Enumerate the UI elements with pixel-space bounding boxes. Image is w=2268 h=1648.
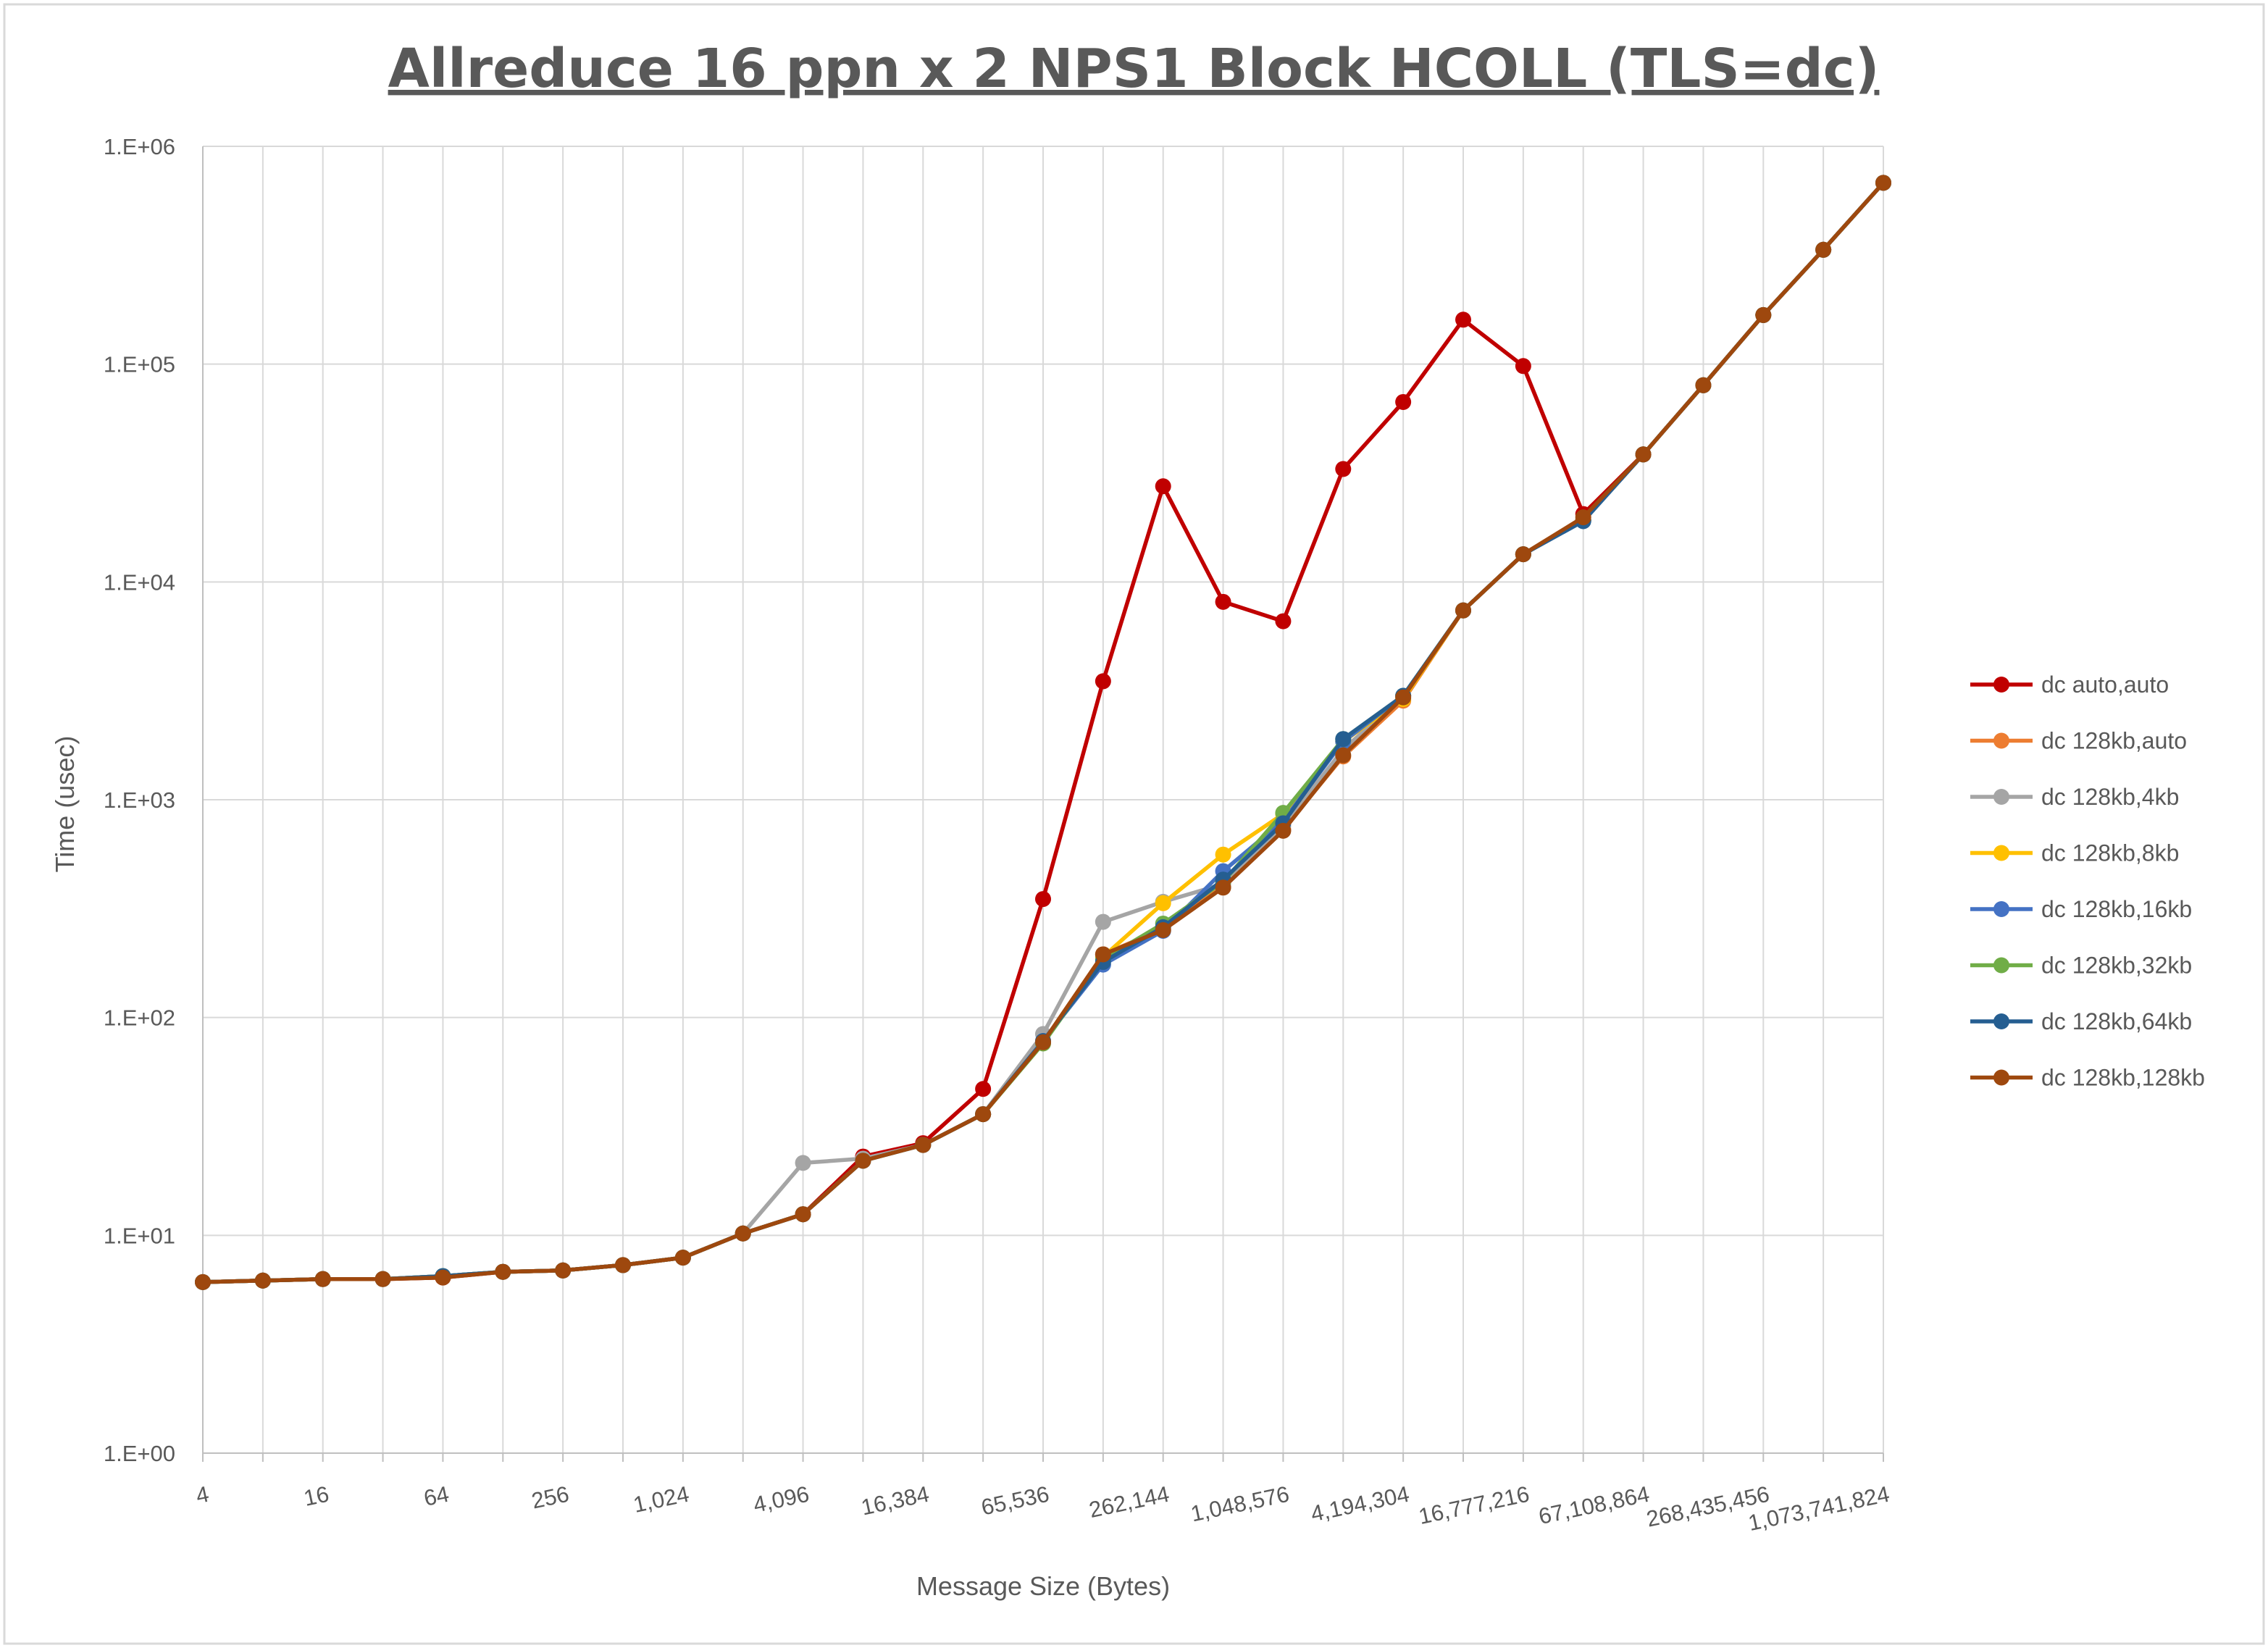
legend-marker: [1993, 677, 2009, 693]
data-point: [1035, 891, 1051, 908]
data-point: [855, 1153, 871, 1169]
data-point: [795, 1206, 811, 1223]
data-point: [795, 1155, 811, 1171]
data-point: [1695, 377, 1712, 393]
data-point: [1215, 846, 1231, 863]
data-point: [1515, 358, 1531, 375]
data-point: [1515, 546, 1531, 563]
legend-item: dc 128kb,auto: [1970, 728, 2187, 754]
x-tick-label: 16: [301, 1481, 331, 1511]
chart-title: Allreduce 16 ppn x 2 NPS1 Block HCOLL (T…: [388, 38, 1880, 100]
data-point: [1335, 731, 1352, 748]
data-point: [1095, 673, 1111, 690]
data-point: [1815, 241, 1832, 258]
data-point: [1455, 311, 1471, 328]
data-point: [1395, 393, 1412, 410]
data-point: [615, 1257, 631, 1273]
y-tick-label: 1.E+02: [104, 1005, 175, 1031]
legend-marker: [1993, 957, 2009, 974]
legend-item: dc 128kb,32kb: [1970, 953, 2192, 979]
data-point: [1155, 921, 1171, 938]
data-point: [495, 1263, 511, 1280]
legend-label: dc 128kb,auto: [2041, 728, 2187, 754]
series-dc-128kb-128kb: [195, 175, 1891, 1290]
data-point: [1755, 306, 1772, 323]
legend-marker: [1993, 1069, 2009, 1086]
y-tick-label: 1.E+04: [104, 569, 175, 595]
y-tick-label: 1.E+05: [104, 352, 175, 377]
data-point: [1215, 879, 1231, 896]
legend-marker: [1993, 789, 2009, 805]
x-tick-label: 64: [422, 1481, 451, 1511]
data-point: [1275, 613, 1292, 629]
data-point: [1095, 913, 1111, 930]
data-point: [1275, 822, 1292, 839]
data-point: [435, 1269, 451, 1286]
legend: dc auto,auto dc 128kb,auto dc 128kb,4kb dc …: [1970, 672, 2205, 1091]
data-point: [1395, 689, 1412, 706]
data-point: [674, 1250, 691, 1266]
legend-marker: [1993, 845, 2009, 861]
legend-label: dc auto,auto: [2041, 672, 2169, 698]
x-axis-label: Message Size (Bytes): [916, 1571, 1170, 1601]
y-tick-label: 1.E+06: [104, 134, 175, 159]
legend-label: dc 128kb,16kb: [2041, 896, 2192, 922]
data-point: [374, 1271, 391, 1287]
legend-item: dc 128kb,16kb: [1970, 896, 2192, 922]
y-tick-label: 1.E+00: [104, 1441, 175, 1466]
legend-label: dc 128kb,4kb: [2041, 784, 2179, 810]
legend-marker: [1993, 1013, 2009, 1029]
data-point: [1575, 509, 1591, 526]
legend-item: dc auto,auto: [1970, 672, 2169, 698]
legend-label: dc 128kb,32kb: [2041, 953, 2192, 979]
legend-marker: [1993, 732, 2009, 749]
y-tick-label: 1.E+03: [104, 787, 175, 813]
data-point: [975, 1106, 992, 1123]
chart-border: [3, 3, 2265, 1645]
data-point: [314, 1271, 331, 1287]
grid-lines: [202, 146, 1884, 1454]
legend-label: dc 128kb,128kb: [2041, 1065, 2205, 1091]
data-point: [1335, 461, 1352, 477]
data-point: [254, 1272, 271, 1289]
data-point: [1035, 1034, 1051, 1050]
legend-item: dc 128kb,64kb: [1970, 1008, 2192, 1034]
data-point: [1095, 946, 1111, 963]
y-tick-label: 1.E+01: [104, 1223, 175, 1248]
legend-label: dc 128kb,8kb: [2041, 840, 2179, 866]
data-point: [975, 1081, 992, 1097]
data-point: [195, 1273, 211, 1290]
legend-item: dc 128kb,8kb: [1970, 840, 2179, 866]
y-axis-label: Time (usec): [50, 736, 80, 873]
legend-item: dc 128kb,4kb: [1970, 784, 2179, 810]
data-point: [915, 1137, 932, 1153]
data-point: [735, 1225, 751, 1242]
data-point: [1455, 602, 1471, 619]
data-point: [1215, 593, 1231, 610]
legend-item: dc 128kb,128kb: [1970, 1065, 2205, 1091]
data-point: [1335, 747, 1352, 764]
series-lines: [195, 175, 1891, 1290]
data-point: [1155, 478, 1171, 495]
data-point: [1155, 895, 1171, 911]
data-point: [1635, 446, 1652, 463]
data-point: [1875, 175, 1891, 191]
legend-label: dc 128kb,64kb: [2041, 1008, 2192, 1034]
legend-marker: [1993, 901, 2009, 917]
data-point: [555, 1262, 572, 1279]
